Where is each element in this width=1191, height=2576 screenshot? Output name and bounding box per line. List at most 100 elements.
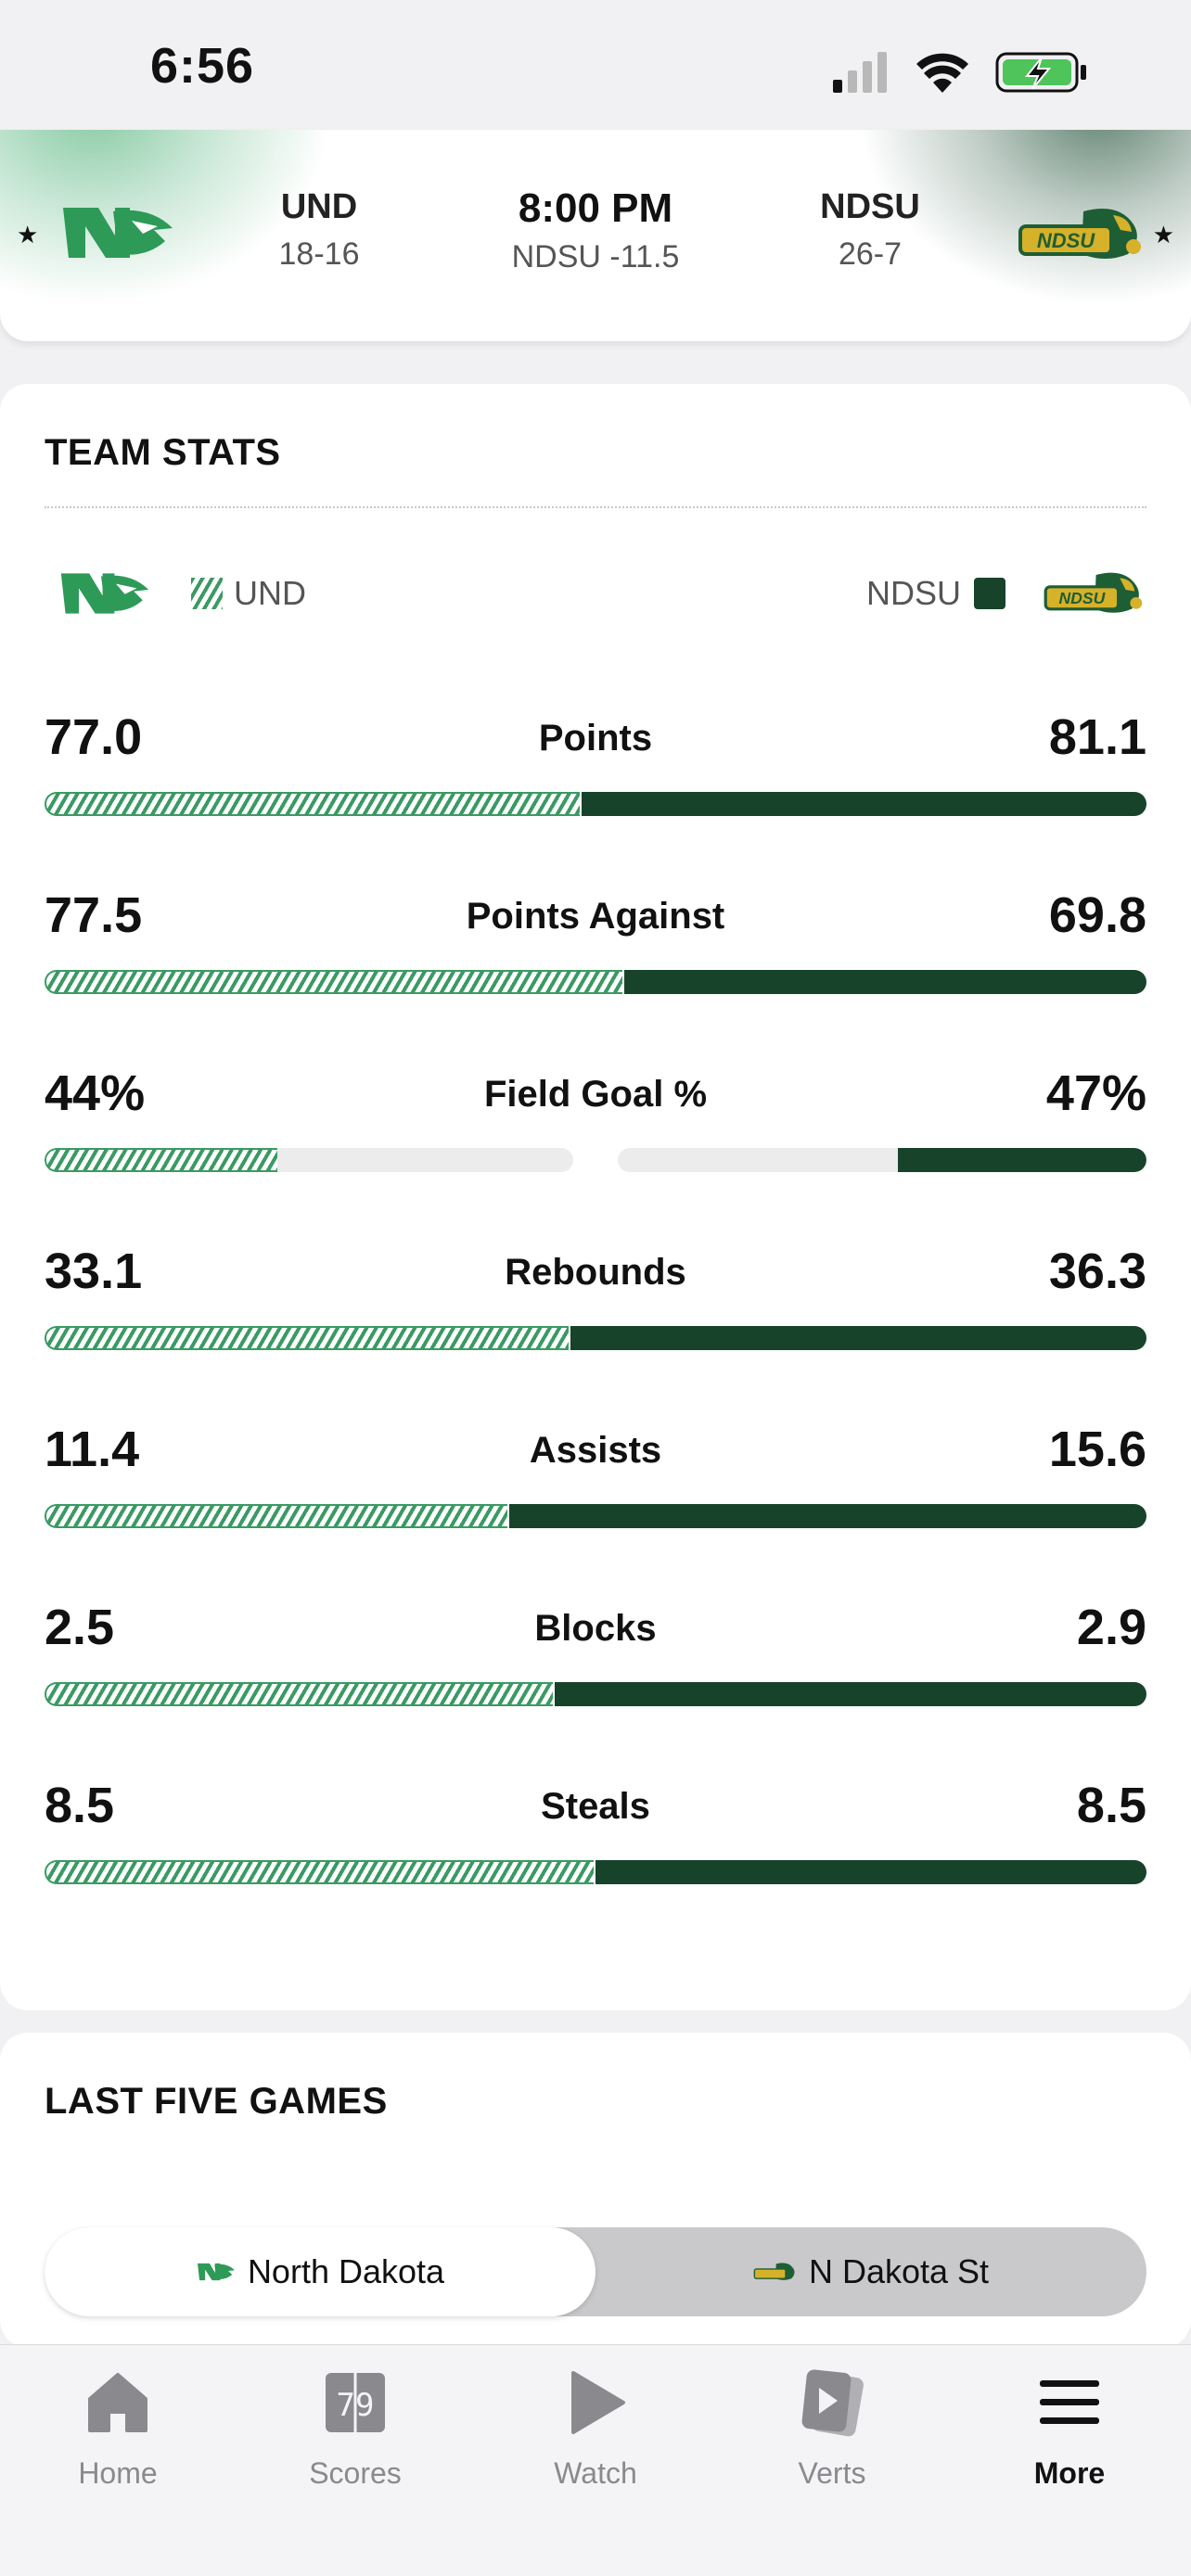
matchup-header: ★ UND 18-16 8:00 PM NDSU -11.5 NDSU 26-7…	[0, 130, 1191, 341]
home-icon	[88, 2373, 147, 2432]
ndsu-swatch	[974, 578, 1005, 609]
und-swatch	[191, 578, 223, 609]
ndsu-stat-value: 81.1	[1048, 709, 1146, 765]
und-stat-value: 33.1	[45, 1243, 143, 1299]
tab-scores[interactable]: 79 Scores	[263, 2358, 448, 2491]
stat-label: Points Against	[466, 896, 725, 937]
und-stat-value: 8.5	[45, 1778, 115, 1833]
comparison-bar	[45, 792, 1146, 816]
ndsu-stat-value: 36.3	[1048, 1243, 1146, 1299]
stat-row-steals: 8.5 Steals 8.5	[45, 1777, 1146, 1916]
ndsu-bar	[596, 1860, 1146, 1884]
und-bar	[45, 1326, 569, 1350]
away-team-abbr: UND	[280, 187, 358, 226]
tab-label: More	[1033, 2456, 1106, 2490]
stat-label: Field Goal %	[483, 1074, 708, 1115]
und-bar-track	[45, 1148, 573, 1172]
away-team-record: 18-16	[278, 236, 360, 272]
team-stats-title: TEAM STATS	[45, 432, 281, 473]
home-team[interactable]: NDSU 26-7	[777, 187, 963, 273]
scores-icon: 79	[326, 2373, 385, 2432]
last-five-games-card: LAST FIVE GAMES North Dakota N Dakota St	[0, 2033, 1191, 2348]
ndsu-bar-track	[618, 1148, 1146, 1172]
und-bar	[45, 792, 580, 816]
away-team[interactable]: UND 18-16	[226, 187, 412, 273]
ndsu-stat-value: 15.6	[1048, 1422, 1146, 1477]
tab-verts[interactable]: Verts	[739, 2358, 925, 2491]
comparison-bar	[45, 1326, 1146, 1350]
battery-charging-icon	[995, 52, 1086, 93]
ndsu-stat-value: 47%	[1045, 1065, 1146, 1121]
ndsu-stat-value: 2.9	[1076, 1600, 1146, 1655]
und-bar	[45, 970, 622, 994]
tab-label: Home	[78, 2456, 158, 2490]
ndsu-bar	[582, 792, 1146, 816]
ndsu-bar	[624, 970, 1146, 994]
und-stat-value: 77.0	[45, 709, 143, 765]
status-icons	[833, 52, 1086, 93]
comparison-bar	[45, 1504, 1146, 1528]
team-segmented-control: North Dakota N Dakota St	[45, 2227, 1146, 2316]
und-logo	[197, 2263, 235, 2281]
legend-und: UND	[56, 566, 306, 621]
comparison-bar	[45, 1860, 1146, 1884]
ndsu-logo	[753, 2263, 795, 2280]
ndsu-bar	[509, 1504, 1146, 1528]
tab-bar: Home 79 Scores Watch Verts	[0, 2344, 1191, 2576]
ndsu-stat-value: 8.5	[1076, 1778, 1146, 1833]
tab-watch[interactable]: Watch	[503, 2358, 688, 2491]
svg-text:79: 79	[337, 2387, 375, 2424]
last-five-title: LAST FIVE GAMES	[45, 2081, 388, 2122]
ndsu-stat-value: 69.8	[1048, 887, 1146, 943]
segment-label: N Dakota St	[808, 2252, 990, 2290]
favorite-star-icon[interactable]: ★	[1152, 221, 1174, 249]
stat-label: Rebounds	[505, 1252, 686, 1293]
legend-ndsu: NDSU NDSU	[866, 566, 1146, 621]
svg-text:NDSU: NDSU	[1037, 229, 1095, 252]
und-bar	[45, 1682, 553, 1706]
stat-row-points: 77.0 Points 81.1	[45, 708, 1146, 848]
und-stat-value: 11.4	[45, 1422, 140, 1477]
game-info: 8:00 PM NDSU -11.5	[456, 185, 735, 275]
wifi-icon	[916, 53, 968, 93]
ndsu-bar	[555, 1682, 1146, 1706]
play-icon	[571, 2371, 625, 2434]
und-bar	[45, 1860, 594, 1884]
stat-label: Steals	[541, 1786, 650, 1827]
stat-label: Points	[538, 718, 653, 759]
betting-line: NDSU -11.5	[511, 239, 680, 274]
tab-label: Verts	[798, 2456, 866, 2490]
tab-home[interactable]: Home	[25, 2358, 211, 2491]
comparison-bar	[45, 1148, 1146, 1172]
status-bar: 6:56	[0, 0, 1191, 130]
cellular-signal-icon	[833, 52, 887, 93]
stat-row-blocks: 2.5 Blocks 2.9	[45, 1599, 1146, 1738]
ndsu-bar	[898, 1148, 1146, 1172]
stat-row-rebounds: 33.1 Rebounds 36.3	[45, 1243, 1146, 1382]
tab-more[interactable]: More	[977, 2358, 1162, 2491]
legend-und-label: UND	[234, 574, 306, 612]
verts-icon	[801, 2369, 864, 2437]
segment-north-dakota[interactable]: North Dakota	[45, 2227, 596, 2316]
und-stat-value: 44%	[45, 1065, 146, 1121]
stat-row-points-against: 77.5 Points Against 69.8	[45, 886, 1146, 1026]
segment-label: North Dakota	[247, 2252, 445, 2290]
und-logo	[60, 573, 149, 614]
home-team-abbr: NDSU	[820, 187, 920, 226]
game-time: 8:00 PM	[518, 185, 673, 231]
und-stat-value: 2.5	[45, 1600, 115, 1655]
stat-label: Blocks	[534, 1608, 657, 1649]
segment-n-dakota-st[interactable]: N Dakota St	[596, 2227, 1146, 2316]
favorite-star-icon[interactable]: ★	[17, 221, 39, 249]
ndsu-logo: NDSU	[1044, 572, 1143, 613]
menu-icon	[1040, 2380, 1099, 2424]
ndsu-logo: NDSU	[1018, 209, 1141, 259]
stat-row-assists: 11.4 Assists 15.6	[45, 1421, 1146, 1560]
und-logo	[63, 208, 173, 258]
ndsu-bar	[570, 1326, 1146, 1350]
team-stats-card: TEAM STATS UND NDSU NDSU 77.0 Points 81.1 7…	[0, 384, 1191, 2010]
stat-label: Assists	[529, 1430, 662, 1471]
stat-row-field-goal: 44% Field Goal % 47%	[45, 1065, 1146, 1204]
tab-label: Watch	[554, 2456, 637, 2490]
und-stat-value: 77.5	[45, 887, 143, 943]
